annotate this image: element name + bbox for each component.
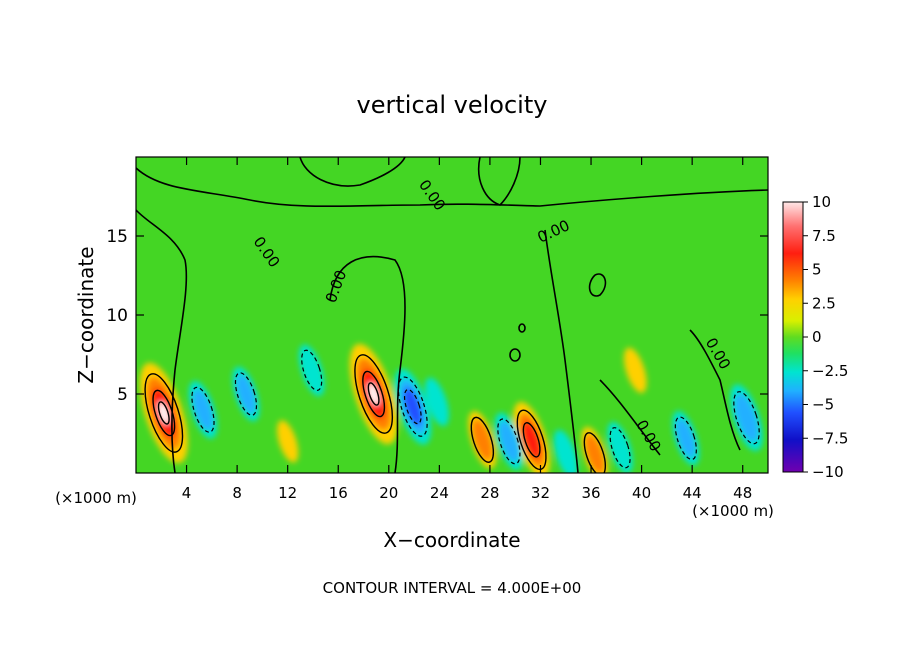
zero-contour-right-column <box>544 229 579 473</box>
x-tick-label: 4 <box>182 484 192 502</box>
zero-contour-small-1 <box>509 348 521 362</box>
downdraft-contour-inner <box>403 388 422 425</box>
downdraft-cell <box>553 429 578 473</box>
zero-contour-upper <box>136 167 768 208</box>
y-tick-label: 10 <box>106 306 128 326</box>
x-tick-label: 48 <box>733 484 752 502</box>
zero-contour-left-column <box>136 209 188 473</box>
colorbar-label: 5 <box>812 261 822 279</box>
updraft-contour-core <box>157 401 170 425</box>
colorbar-label: 10 <box>812 193 831 211</box>
y-tick-label: 5 <box>117 385 128 405</box>
x-tick-label: 32 <box>531 484 550 502</box>
colorbar-fill <box>782 201 804 473</box>
zero-contour-central <box>329 255 406 473</box>
downdraft-cell <box>403 387 422 426</box>
plot-area: 0.000.000.000.000.000.00 <box>135 156 769 474</box>
contour-interval-note: CONTOUR INTERVAL = 4.000E+00 <box>323 579 582 597</box>
x-tick-label: 40 <box>632 484 651 502</box>
downdraft-cell <box>424 377 449 427</box>
downdraft-contour <box>733 391 760 445</box>
colorbar-label: −7.5 <box>812 429 848 447</box>
downdraft-cell <box>298 344 325 396</box>
downdraft-contour <box>191 386 215 433</box>
downdraft-contour <box>674 416 697 461</box>
x-tick-label: 12 <box>278 484 297 502</box>
updraft-cell <box>277 420 299 463</box>
x-tick-label: 20 <box>379 484 398 502</box>
colorbar-label: −2.5 <box>812 362 848 380</box>
colorbar-label: −10 <box>812 463 844 481</box>
updraft-contour-inner <box>152 389 176 437</box>
colorbar-label: −5 <box>812 396 834 414</box>
zero-contour-upper-right <box>478 157 521 206</box>
zero-contour-small-3 <box>588 273 607 297</box>
colorbar-label: 2.5 <box>812 294 836 312</box>
updraft-cell <box>623 347 647 393</box>
updraft-cell <box>368 382 379 406</box>
updraft-cell <box>158 401 170 424</box>
downdraft-cell <box>607 422 633 473</box>
updraft-contour <box>354 354 394 434</box>
y-axis: 5 10 15 <box>106 227 768 405</box>
x-tick-label: 24 <box>430 484 449 502</box>
downdraft-cell <box>498 420 520 463</box>
updraft-contour <box>516 409 547 471</box>
x-tick-label: 44 <box>683 484 702 502</box>
updraft-contour-core <box>367 382 380 406</box>
colorbar-label: 0 <box>812 328 822 346</box>
plot-background <box>136 157 768 473</box>
updraft-contour <box>583 432 607 473</box>
x-axis-label: X−coordinate <box>383 528 520 552</box>
chart-title: vertical velocity <box>357 91 548 119</box>
zero-contour-right-lower <box>599 379 661 456</box>
downdraft-cell <box>734 393 759 442</box>
x-axis: 4 8 12 16 20 24 28 32 36 40 44 48 <box>182 157 752 502</box>
updraft-cell <box>522 420 541 459</box>
downdraft-cell <box>192 389 214 431</box>
colorbar: 10 7.5 5 2.5 0 −2.5 −5 −7.5 −10 <box>782 193 848 481</box>
colorbar-label: 7.5 <box>812 227 836 245</box>
downdraft-cell <box>236 374 256 414</box>
downdraft-contour <box>234 372 258 416</box>
updraft-contour-inner <box>362 370 386 418</box>
x-tick-label: 36 <box>581 484 600 502</box>
updraft-contour <box>470 416 495 463</box>
zero-contour-upper-bump <box>299 157 406 187</box>
updraft-cell <box>585 434 605 473</box>
x-tick-label: 8 <box>232 484 242 502</box>
x-tick-label: 28 <box>480 484 499 502</box>
updraft-cell <box>472 419 493 461</box>
updraft-contour-inner <box>522 422 541 458</box>
downdraft-contour <box>497 418 521 465</box>
x-unit-right: (×1000 m) <box>692 502 774 520</box>
downdraft-contour <box>609 427 631 469</box>
x-tick-label: 16 <box>329 484 348 502</box>
y-tick-label: 15 <box>106 227 128 247</box>
downdraft-contour <box>397 376 428 437</box>
downdraft-contour <box>301 349 323 391</box>
downdraft-cell <box>676 418 696 458</box>
updraft-contour <box>144 373 184 453</box>
zero-contour-small-2 <box>518 323 526 333</box>
y-axis-label: Z−coordinate <box>74 246 98 383</box>
x-unit-left: (×1000 m) <box>55 489 137 507</box>
zero-contour-far-right <box>689 329 741 451</box>
